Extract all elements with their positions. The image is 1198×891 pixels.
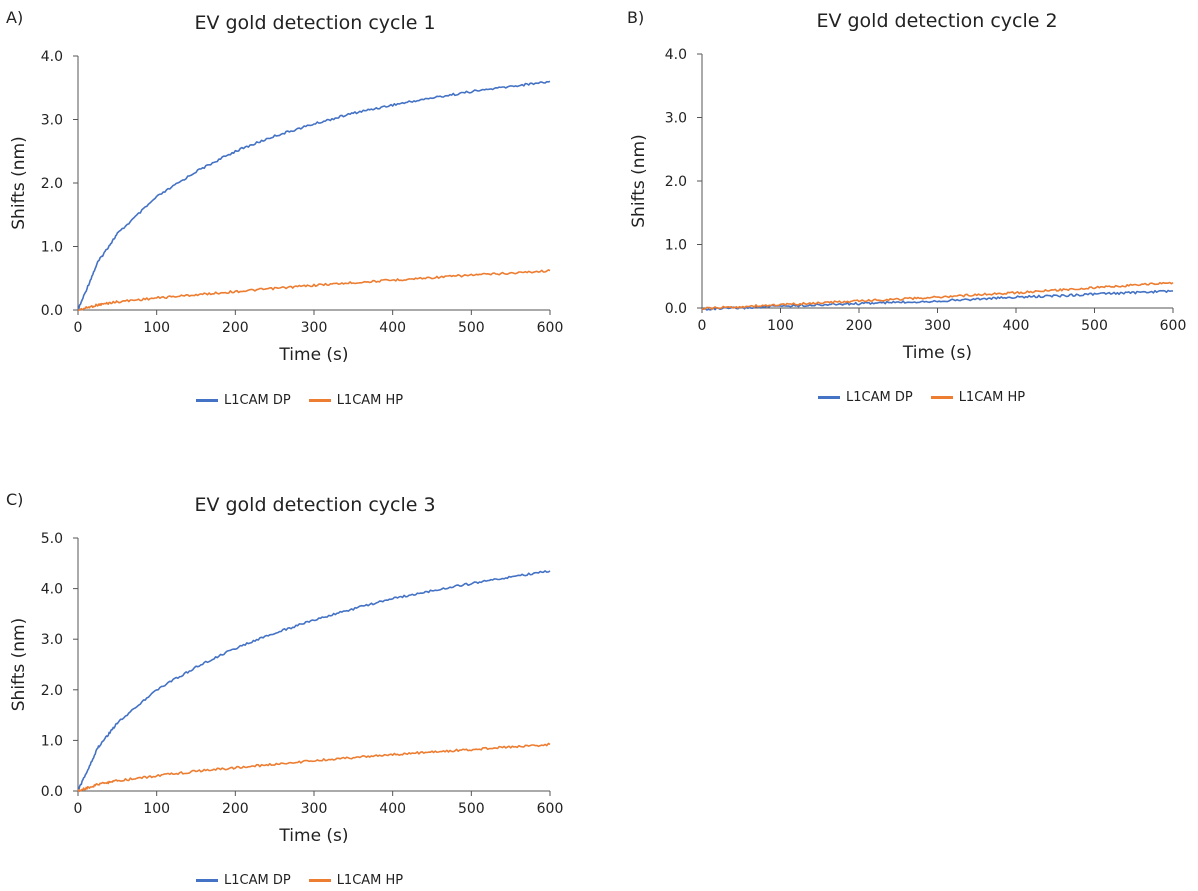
legend-swatch-dp: [196, 399, 218, 402]
legend-swatch-hp: [308, 399, 331, 402]
chart-a: 0.0 1.0 2.0 3.0 4.0 0 100 200 300 400 500 600 Time (…: [9, 49, 564, 365]
y-tick-label: 4.0: [41, 49, 63, 65]
y-axis-label: Shifts (nm): [9, 618, 29, 712]
x-tick-label: 200: [222, 801, 249, 817]
y-tick-label: 0.0: [665, 301, 687, 317]
x-axis-label: Time (s): [278, 345, 348, 365]
legend-c: L1CAM DP L1CAM HP: [196, 873, 403, 888]
panel-label-b: B): [627, 8, 645, 27]
x-tick-label: 600: [537, 801, 564, 817]
chart-title-c: EV gold detection cycle 3: [194, 494, 436, 516]
series-line-hp: [77, 269, 551, 312]
y-axis-label: Shifts (nm): [9, 136, 29, 230]
legend-label-dp: L1CAM DP: [224, 393, 291, 408]
y-tick-label: 2.0: [41, 176, 63, 192]
x-tick-label: 0: [74, 801, 83, 817]
x-axis-label: Time (s): [902, 343, 972, 363]
chart-b: 0.0 1.0 2.0 3.0 4.0 0 100 200 300 400 500 600 Time (…: [629, 47, 1187, 363]
legend-label-dp: L1CAM DP: [224, 873, 291, 888]
series-line-dp: [77, 80, 551, 311]
y-tick-label: 4.0: [41, 582, 63, 598]
legend-item-hp: L1CAM HP: [930, 390, 1026, 405]
legend-b: L1CAM DP L1CAM HP: [818, 390, 1025, 405]
y-tick-label: 3.0: [41, 632, 63, 648]
x-axis-label: Time (s): [278, 826, 348, 846]
y-tick-label: 3.0: [41, 113, 63, 129]
y-tick-label: 2.0: [41, 683, 63, 699]
x-tick-label: 100: [143, 320, 170, 336]
panel-label-a: A): [6, 8, 24, 27]
chart-c: 0.0 1.0 2.0 3.0 4.0 5.0 0 100 200 300 400 500 600 Tim…: [9, 531, 564, 846]
x-tick-label: 500: [1081, 318, 1108, 334]
x-tick-label: 300: [924, 318, 951, 334]
legend-swatch-dp: [818, 396, 840, 399]
legend-item-hp: L1CAM HP: [308, 393, 404, 408]
legend-swatch-hp: [308, 879, 331, 882]
y-tick-label: 1.0: [41, 733, 63, 749]
y-tick-label: 4.0: [665, 47, 687, 63]
panel-label-c: C): [6, 490, 24, 509]
x-tick-label: 0: [74, 320, 83, 336]
y-tick-label: 1.0: [665, 238, 687, 254]
x-tick-label: 400: [1003, 318, 1030, 334]
x-tick-label: 600: [537, 320, 564, 336]
legend-label-hp: L1CAM HP: [336, 873, 404, 888]
chart-title-b: EV gold detection cycle 2: [816, 10, 1058, 32]
x-tick-label: 300: [301, 801, 328, 817]
chart-title-a: EV gold detection cycle 1: [194, 12, 436, 34]
x-tick-label: 500: [458, 801, 485, 817]
legend-item-dp: L1CAM DP: [196, 873, 291, 888]
y-tick-label: 1.0: [41, 240, 63, 256]
legend-a: L1CAM DP L1CAM HP: [196, 393, 403, 408]
x-tick-label: 400: [379, 801, 406, 817]
y-tick-label: 0.0: [41, 784, 63, 800]
series-line-dp: [701, 289, 1174, 311]
x-tick-label: 100: [143, 801, 170, 817]
x-tick-label: 200: [222, 320, 249, 336]
y-tick-label: 3.0: [665, 111, 687, 127]
x-tick-label: 100: [767, 318, 794, 334]
series-line-hp: [701, 281, 1174, 311]
legend-item-hp: L1CAM HP: [308, 873, 404, 888]
y-tick-label: 5.0: [41, 531, 63, 547]
y-axis-label: Shifts (nm): [629, 134, 649, 228]
x-tick-label: 500: [458, 320, 485, 336]
x-tick-label: 300: [301, 320, 328, 336]
x-tick-label: 0: [698, 318, 707, 334]
series-line-dp: [77, 570, 551, 792]
y-tick-label: 0.0: [41, 303, 63, 319]
series-line-hp: [77, 742, 551, 793]
legend-label-hp: L1CAM HP: [958, 390, 1026, 405]
legend-label-dp: L1CAM DP: [846, 390, 913, 405]
legend-swatch-dp: [196, 879, 218, 882]
legend-item-dp: L1CAM DP: [818, 390, 913, 405]
x-tick-label: 200: [846, 318, 873, 334]
legend-item-dp: L1CAM DP: [196, 393, 291, 408]
y-tick-label: 2.0: [665, 174, 687, 190]
x-tick-label: 400: [379, 320, 406, 336]
x-tick-label: 600: [1160, 318, 1187, 334]
legend-swatch-hp: [930, 396, 953, 399]
legend-label-hp: L1CAM HP: [336, 393, 404, 408]
